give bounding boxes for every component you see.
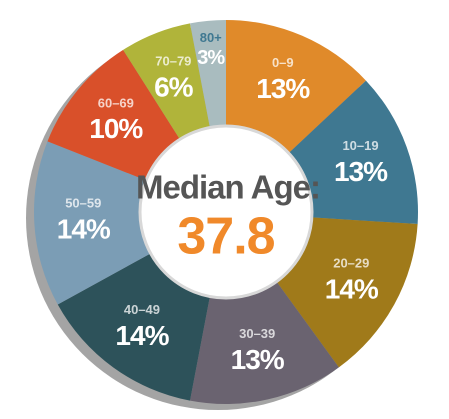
donut-slice [226,20,366,154]
slice-category: 80+ [200,30,222,45]
slice-category: 50–59 [65,195,101,210]
donut-slice [34,141,151,305]
donut-slice [276,217,418,368]
slice-value: 14% [325,273,379,304]
donut-slice [47,49,180,181]
slice-value: 13% [334,156,388,187]
slice-category: 10–19 [342,138,378,153]
slice-value: 14% [57,213,111,244]
slice-value: 14% [115,320,169,351]
center-value: 37.8 [177,208,274,266]
donut-slice [123,23,210,140]
slice-category: 0–9 [272,55,294,70]
center-title: Median Age: [136,169,320,206]
slice-value: 6% [154,71,194,102]
hole-rim [138,124,314,300]
slice-category: 70–79 [155,53,191,68]
donut-slice [57,253,210,401]
slice-category: 40–49 [124,302,160,317]
slice-category: 60–69 [98,95,134,110]
donut-slice [190,281,339,404]
donut-slice [190,20,226,128]
slice-category: 20–29 [333,255,369,270]
slice-value: 13% [256,73,310,104]
slice-value: 13% [231,344,285,375]
donut-hole [140,126,312,298]
slice-value: 3% [197,47,225,69]
slice-category: 30–39 [239,326,275,341]
slice-value: 10% [89,113,143,144]
donut-slice [288,80,419,225]
